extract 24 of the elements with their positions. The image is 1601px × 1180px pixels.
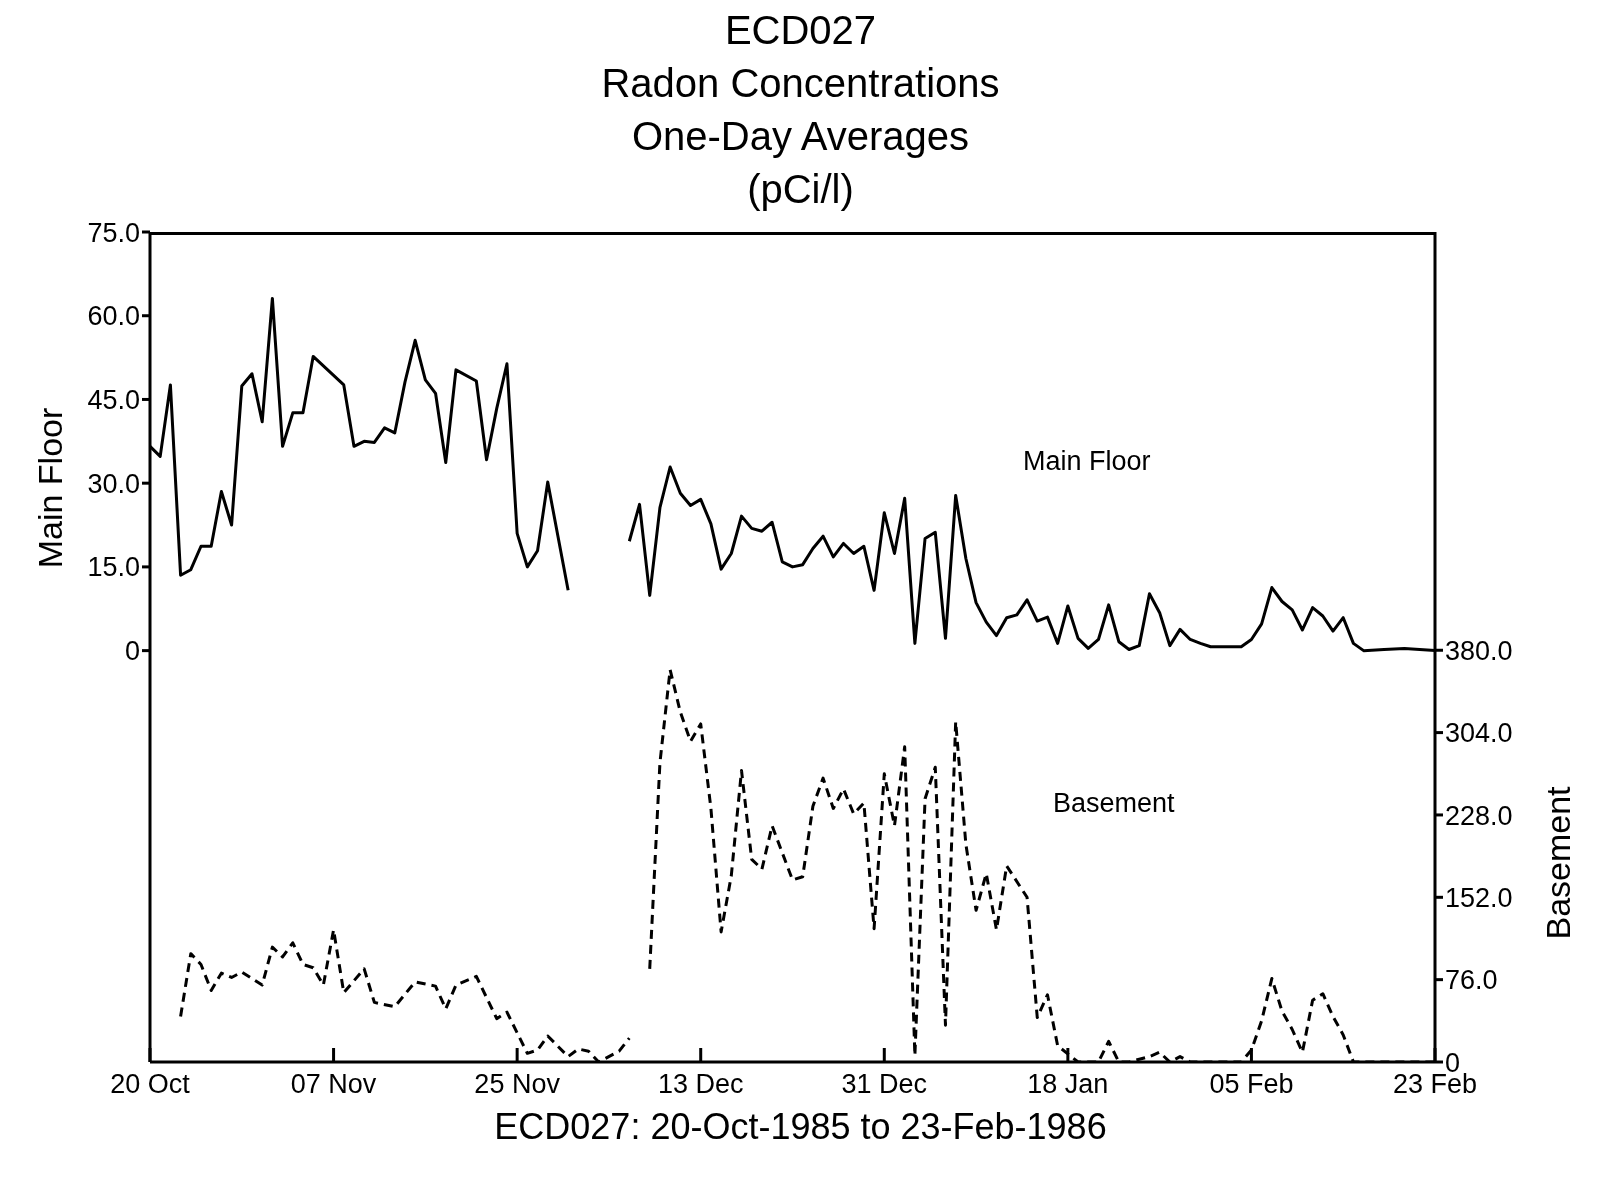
x-tick-label: 31 Dec	[841, 1069, 928, 1100]
y-tick-label: 45.0	[87, 385, 140, 416]
y-tick-label: 60.0	[87, 301, 140, 332]
x-tick-label: 20 Oct	[110, 1069, 191, 1100]
y2-axis-title: Basement	[1538, 786, 1578, 940]
y-axis-title: Main Floor	[30, 407, 70, 569]
y-tick-label: 15.0	[87, 552, 140, 583]
y-tick-label: 0	[124, 636, 140, 667]
y2-tick-label: 76.0	[1445, 965, 1498, 996]
y2-tick-label: 152.0	[1445, 882, 1513, 913]
y-tick-label: 30.0	[87, 468, 140, 499]
x-tick-label: 13 Dec	[657, 1069, 744, 1100]
x-tick-label: 05 Feb	[1209, 1069, 1294, 1100]
y2-tick-label: 304.0	[1445, 718, 1513, 749]
text: Basement	[1053, 788, 1175, 819]
y2-tick-label: 380.0	[1445, 635, 1513, 666]
y2-tick-label: 228.0	[1445, 800, 1513, 831]
x-axis-title: ECD027: 20-Oct-1985 to 23-Feb-1986	[493, 1106, 1108, 1148]
chart-title: ECD027 Radon Concentrations One-Day Averages (pCi/l)	[600, 7, 1001, 213]
x-tick-label: 07 Nov	[290, 1069, 377, 1100]
x-tick-label: 25 Nov	[474, 1069, 561, 1100]
y-tick-label: 75.0	[87, 217, 140, 248]
text: Main Floor	[1023, 446, 1151, 477]
x-tick-label: 18 Jan	[1027, 1069, 1109, 1100]
